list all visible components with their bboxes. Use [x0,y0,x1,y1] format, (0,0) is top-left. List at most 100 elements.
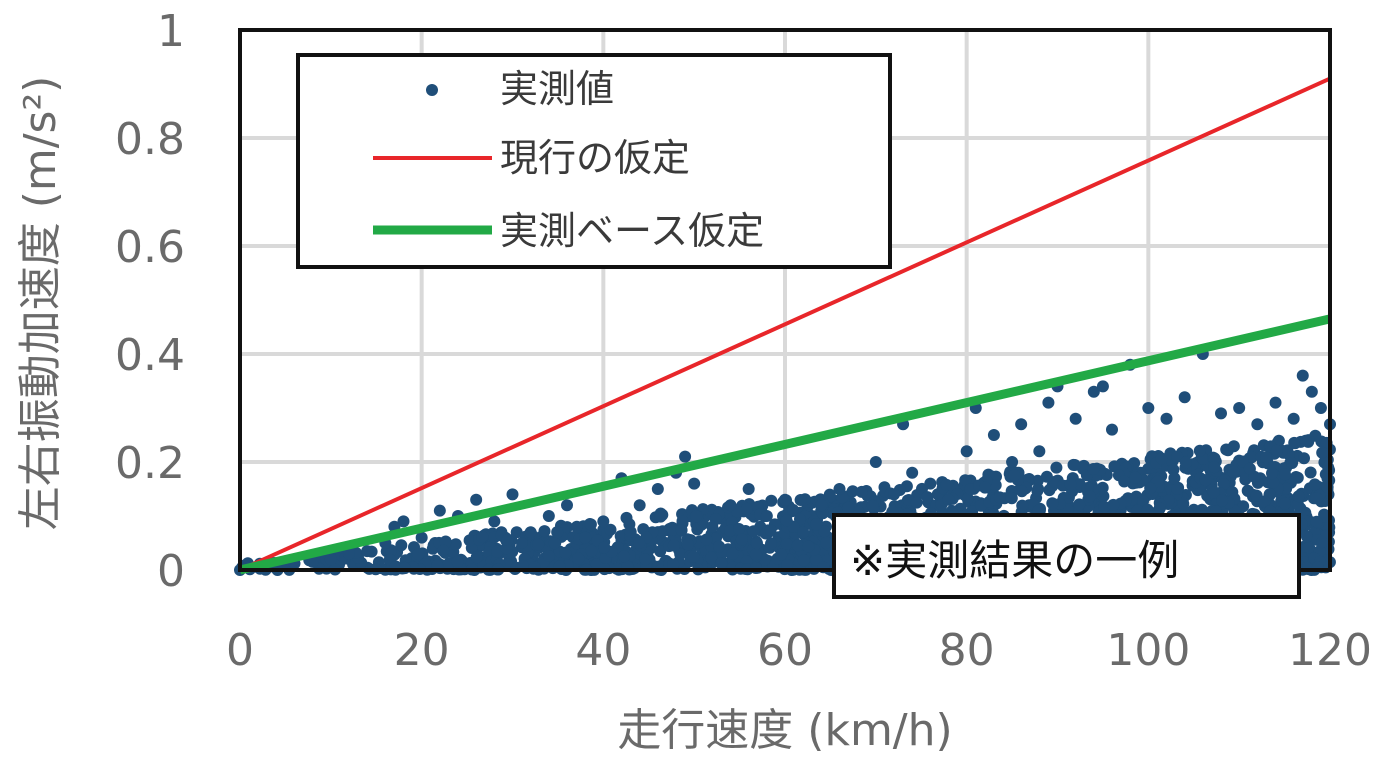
data-point [679,450,692,463]
plot-area-border [238,28,1332,572]
data-point [1064,478,1077,491]
data-point [667,539,680,552]
data-point [604,523,617,536]
data-point [624,525,637,538]
data-point [1303,541,1316,554]
data-point [1270,444,1283,457]
data-point [1106,423,1118,436]
data-point [654,545,667,558]
data-point [726,547,739,560]
data-point [1171,450,1184,463]
data-point [1316,536,1328,549]
data-point [306,555,319,568]
data-point [751,537,763,550]
data-point [1310,515,1323,528]
data-point [470,551,483,564]
data-point [476,530,489,543]
data-point [1005,492,1018,505]
data-point [1278,497,1291,510]
data-point [1006,456,1019,468]
data-point [1141,503,1154,516]
data-point [802,540,815,553]
data-point [1286,457,1299,469]
data-point [516,537,528,549]
data-point [1087,463,1100,475]
data-point [618,550,631,563]
data-point [1118,475,1131,488]
data-point [667,558,680,571]
x-tick-label: 80 [939,625,995,676]
data-point [1083,490,1096,503]
data-point [1144,482,1157,495]
data-point [960,445,973,458]
data-point [1199,474,1212,487]
data-point [579,531,592,544]
legend-marker-measured [426,84,438,96]
data-point [1160,412,1173,425]
data-point [1216,494,1229,507]
data-point [1292,490,1305,503]
data-point [959,474,972,487]
data-point [1279,468,1291,481]
data-point [1031,484,1044,497]
data-point [412,548,425,561]
data-point [818,525,831,538]
data-point [688,477,701,490]
data-point [724,524,737,537]
data-point [910,496,923,509]
x-tick-label: 100 [1106,625,1190,676]
data-point [1098,500,1111,513]
data-point [940,478,953,491]
data-point [713,540,726,553]
x-tick-label: 40 [575,625,631,676]
data-point [1300,530,1313,543]
data-point [506,488,519,501]
data-point [681,538,694,551]
data-point [1050,461,1063,474]
series-line-measured-based-assumption [238,314,1332,575]
data-point [1299,434,1312,447]
data-point [1033,445,1046,458]
legend: 実測値 現行の仮定 実測ベース仮定 [296,53,892,269]
data-point [855,485,868,498]
data-point [700,533,713,546]
data-point [797,526,810,539]
data-point [1227,465,1240,478]
data-point [491,545,504,558]
data-point [733,523,745,535]
data-point [842,501,855,514]
data-point [1069,412,1082,425]
data-point [1304,466,1317,479]
data-point [1251,418,1264,431]
data-point [633,499,646,512]
data-point [1310,492,1323,505]
data-point [705,551,718,564]
data-point [651,483,664,495]
data-point [324,553,337,566]
data-point [1217,478,1230,490]
annotation-box [832,513,1301,599]
data-point [524,526,537,539]
data-point [463,534,476,547]
data-point [675,524,688,537]
data-point [676,515,689,528]
data-point [942,493,955,506]
data-point [765,494,778,507]
data-point [597,515,610,528]
legend-label-measured-based: 実測ベース仮定 [500,209,764,253]
data-point [1153,502,1166,515]
annotation-text: ※実測結果の一例 [850,536,1179,585]
data-point [439,535,452,548]
data-point [559,546,572,559]
data-point [542,510,555,522]
data-point [584,518,597,531]
data-point [1168,472,1181,485]
data-point [532,538,545,551]
x-axis-title: 走行速度 (km/h) [617,705,952,756]
data-point [866,499,879,512]
data-point [1267,476,1280,489]
data-point [833,483,846,495]
x-tick-label: 60 [757,625,813,676]
data-point [415,531,428,544]
